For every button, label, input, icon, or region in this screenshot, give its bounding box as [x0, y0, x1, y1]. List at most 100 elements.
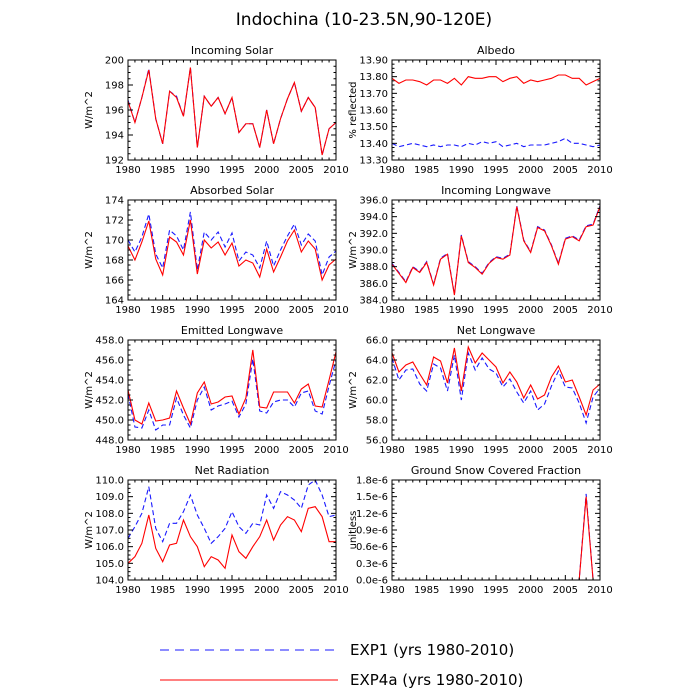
y-tick-label: 0.6e-6 — [356, 542, 388, 553]
x-tick-label: 2010 — [587, 585, 612, 596]
legend-label-exp1: EXP1 (yrs 1980-2010) — [350, 641, 514, 659]
panel-title: Net Longwave — [457, 324, 536, 337]
x-tick-label: 2005 — [553, 585, 578, 596]
y-tick-label: 392.0 — [359, 229, 388, 240]
y-tick-label: 0.3e-6 — [356, 559, 388, 570]
panel-net-longwave: Net Longwave W/m^2 1980 1985 1990 1995 2000 2… — [348, 324, 613, 456]
y-tick-label: 194 — [105, 131, 124, 142]
x-tick-label: 2010 — [587, 305, 612, 316]
x-tick-label: 1995 — [483, 585, 508, 596]
panel-incoming-solar: Incoming Solar W/m^2 1980 1985 1990 1995 200… — [84, 44, 349, 176]
series-line-exp1 — [392, 493, 600, 581]
y-tick-label: 0.9e-6 — [356, 526, 388, 537]
series-line-exp1 — [391, 350, 601, 425]
x-tick-label: 2005 — [289, 585, 314, 596]
x-tick-label: 2010 — [323, 445, 348, 456]
y-tick-label: 390.0 — [359, 246, 388, 257]
x-tick-label: 2010 — [323, 165, 348, 176]
x-tick-label: 2005 — [553, 445, 578, 456]
y-tick-label: 13.60 — [359, 106, 388, 117]
y-axis-label: unitless — [348, 511, 359, 550]
y-tick-label: 1.8e-6 — [356, 476, 388, 487]
x-tick-label: 1980 — [379, 165, 404, 176]
y-tick-label: 1.5e-6 — [356, 492, 388, 503]
series-line-exp4a — [392, 496, 600, 581]
panel-net-radiation: Net Radiation W/m^2 1980 1985 1990 1995 2000… — [84, 464, 349, 596]
y-tick-label: 192 — [105, 156, 124, 167]
y-tick-label: 104.0 — [95, 576, 124, 587]
y-tick-label: 388.0 — [359, 262, 388, 273]
y-tick-label: 13.70 — [359, 89, 388, 100]
x-tick-label: 1990 — [185, 585, 210, 596]
series-line-exp1 — [127, 479, 337, 545]
y-tick-label: 62.0 — [366, 376, 388, 387]
y-tick-label: 0.0e-6 — [356, 576, 388, 587]
y-tick-label: 394.0 — [359, 212, 388, 223]
plot-frame — [127, 199, 337, 301]
series-line-exp4a — [391, 345, 601, 417]
x-tick-label: 1990 — [185, 305, 210, 316]
x-tick-label: 2000 — [254, 445, 279, 456]
y-tick-label: 109.0 — [95, 492, 124, 503]
panel-title: Emitted Longwave — [181, 324, 283, 337]
x-tick-label: 1980 — [379, 445, 404, 456]
x-tick-label: 1980 — [115, 305, 140, 316]
legend: EXP1 (yrs 1980-2010) EXP4a (yrs 1980-201… — [160, 641, 523, 689]
plot-frame — [391, 59, 601, 161]
panel-albedo: Albedo % reflected 1980 1985 1990 1995 2000 2… — [348, 44, 613, 176]
y-axis-label: W/m^2 — [348, 371, 359, 409]
y-tick-label: 164 — [105, 296, 124, 307]
panel-ground-snow-covered-fraction: Ground Snow Covered Fraction unitless 19… — [348, 464, 613, 596]
x-tick-label: 1980 — [115, 445, 140, 456]
series-line-exp4a — [391, 74, 601, 86]
panel-title: Net Radiation — [195, 464, 270, 477]
series-line-exp1 — [391, 137, 601, 148]
y-tick-label: 396.0 — [359, 196, 388, 207]
panel-title: Incoming Solar — [191, 44, 274, 57]
x-tick-label: 1990 — [449, 165, 474, 176]
panel-title: Ground Snow Covered Fraction — [411, 464, 581, 477]
y-tick-label: 110.0 — [95, 476, 124, 487]
x-tick-label: 2000 — [518, 585, 543, 596]
y-tick-label: 105.0 — [95, 559, 124, 570]
x-tick-label: 2010 — [587, 165, 612, 176]
series-line-exp1 — [127, 67, 337, 156]
y-tick-label: 172 — [105, 216, 124, 227]
y-tick-label: 168 — [105, 256, 124, 267]
x-tick-label: 2000 — [518, 445, 543, 456]
y-axis-label: W/m^2 — [84, 91, 95, 129]
x-tick-label: 2005 — [553, 165, 578, 176]
y-tick-label: 1.2e-6 — [356, 509, 388, 520]
y-tick-label: 384.0 — [359, 296, 388, 307]
series-line-exp4a — [127, 349, 337, 426]
x-tick-label: 2000 — [254, 305, 279, 316]
y-tick-label: 107.0 — [95, 526, 124, 537]
series-line-exp4a — [391, 206, 601, 296]
y-tick-label: 58.0 — [366, 416, 388, 427]
x-tick-label: 2005 — [553, 305, 578, 316]
series-line-exp4a — [127, 219, 337, 282]
x-tick-label: 1990 — [185, 445, 210, 456]
x-tick-label: 2000 — [254, 165, 279, 176]
panel-title: Albedo — [477, 44, 515, 57]
plot-frame — [127, 339, 337, 441]
x-tick-label: 1995 — [219, 305, 244, 316]
y-tick-label: 13.30 — [359, 156, 388, 167]
y-tick-label: 452.0 — [95, 396, 124, 407]
x-tick-label: 1995 — [483, 305, 508, 316]
x-tick-label: 1985 — [150, 585, 175, 596]
panel-title: Absorbed Solar — [190, 184, 274, 197]
x-tick-label: 2005 — [289, 165, 314, 176]
panel-title: Incoming Longwave — [441, 184, 551, 197]
x-tick-label: 1990 — [185, 165, 210, 176]
y-axis-label: W/m^2 — [348, 231, 359, 269]
y-tick-label: 196 — [105, 106, 124, 117]
x-tick-label: 2000 — [254, 585, 279, 596]
y-tick-label: 170 — [105, 236, 124, 247]
x-tick-label: 2000 — [518, 305, 543, 316]
x-tick-label: 1980 — [379, 305, 404, 316]
x-tick-label: 1995 — [219, 165, 244, 176]
x-tick-label: 1995 — [483, 165, 508, 176]
x-tick-label: 1985 — [414, 445, 439, 456]
x-tick-label: 1995 — [219, 585, 244, 596]
